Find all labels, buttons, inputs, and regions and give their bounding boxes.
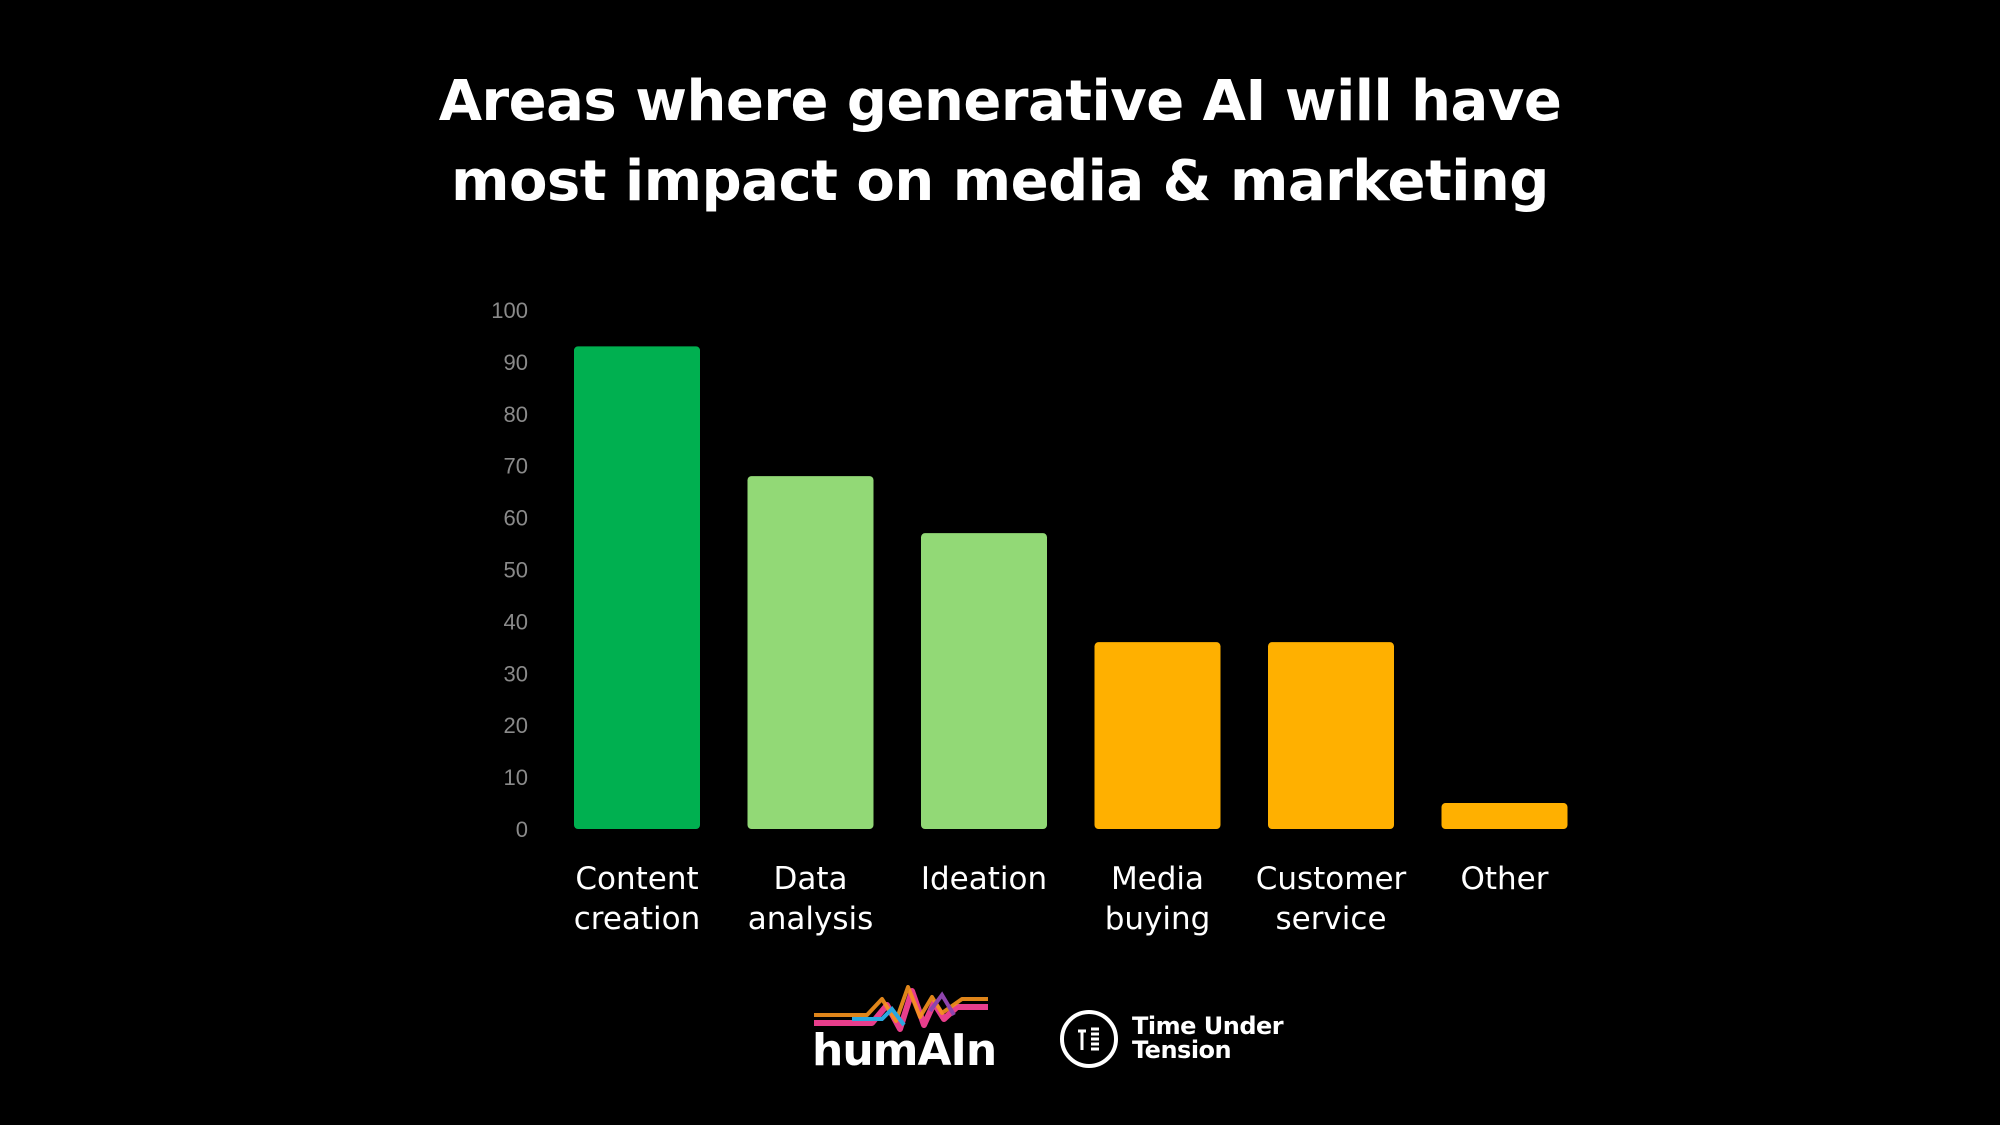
time-under-tension-logo: Time Under Tension [1060,1010,1300,1080]
y-tick-label: 30 [504,661,528,686]
y-tick-label: 0 [516,817,528,842]
bar [1441,803,1568,829]
x-category-label: Other [1460,861,1548,897]
y-tick-label: 90 [504,350,528,375]
bar [574,346,700,829]
y-axis: 0 10 20 30 40 50 60 70 80 90 100 [491,298,528,842]
bar [747,476,874,829]
time-under-tension-wordmark: Time Under Tension [1132,1012,1284,1064]
x-category-label-line: creation [574,901,701,937]
chart-title-line-2: most impact on media & marketing [451,149,1549,214]
tut-line-2: Tension [1132,1036,1232,1064]
chart-title: Areas where generative AI will have most… [0,62,2000,222]
x-category-label: Content creation [574,861,701,937]
humain-logo: humAIn [812,985,997,1075]
x-axis-labels: Content creation Data analysis Ideation Media… [574,861,1549,937]
y-tick-label: 20 [504,713,528,738]
y-tick-label: 80 [504,402,528,427]
x-category-label: Customer service [1256,861,1407,937]
x-category-label-line: service [1275,901,1386,937]
bar [1268,642,1394,829]
logo-bar: humAIn Time Under Tension [0,985,2000,1095]
bars [574,346,1568,829]
x-category-label: Data analysis [748,861,874,937]
y-tick-label: 50 [504,558,528,583]
y-tick-label: 70 [504,454,528,479]
y-tick-label: 60 [504,506,528,531]
x-category-label-line: buying [1105,901,1211,937]
x-category-label-line: Customer [1256,861,1407,897]
bar [921,533,1047,829]
x-category-label-line: Content [575,861,698,897]
x-category-label: Media buying [1105,861,1211,937]
x-category-label-line: analysis [748,901,874,937]
x-category-label-line: Ideation [921,861,1047,897]
y-tick-label: 100 [491,298,528,323]
x-category-label-line: Media [1111,861,1204,897]
y-tick-label: 40 [504,609,528,634]
chart-title-line-1: Areas where generative AI will have [438,69,1562,134]
x-category-label: Ideation [921,861,1047,897]
tut-line-1: Time Under [1132,1012,1284,1040]
x-category-label-line: Other [1460,861,1548,897]
y-tick-label: 10 [504,765,528,790]
x-category-label-line: Data [773,861,847,897]
humain-wave-icon [814,985,988,1032]
humain-wordmark: humAIn [812,1025,997,1076]
bar [1094,642,1221,829]
time-under-tension-icon [1060,1010,1118,1068]
